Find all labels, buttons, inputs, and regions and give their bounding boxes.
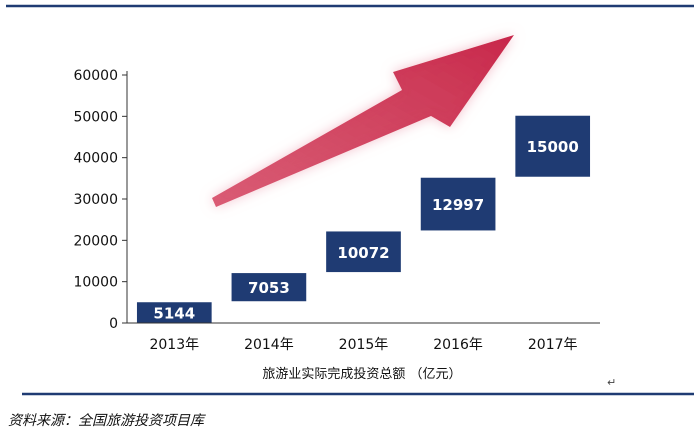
x-tick-label: 2016年 [433,337,483,353]
y-axis: 0 10000 20000 30000 40000 50000 60000 [73,68,128,332]
x-tick-label: 2017年 [528,337,578,353]
bars: 5144 7053 10072 12997 15000 [135,114,592,324]
trend-arrow [212,35,514,207]
y-tick-label: 10000 [73,275,118,291]
bar-value-label: 5144 [153,304,195,322]
x-axis-title: 旅游业实际完成投资总额 （亿元） [262,366,461,382]
y-tick-label: 60000 [73,68,118,84]
bar-value-label: 12997 [432,196,484,214]
return-mark: ↵ [607,376,616,389]
bar [325,230,402,274]
trend-arrow-shape [212,35,514,207]
y-tick-label: 30000 [73,192,118,208]
bar [514,114,592,178]
y-tick-label: 50000 [73,109,118,125]
source-note: 资料来源：全国旅游投资项目库 [8,413,204,429]
bar [230,272,308,303]
bar-value-label: 7053 [248,279,290,297]
x-axis: 2013年 2014年 2015年 2016年 2017年 [127,322,600,353]
y-tick-label: 20000 [73,233,118,249]
x-tick-label: 2015年 [339,337,389,353]
x-tick-label: 2013年 [149,337,199,353]
x-tick-label: 2014年 [244,337,294,353]
bar-value-label: 15000 [527,138,579,156]
y-tick-label: 40000 [73,151,118,167]
y-tick-label: 0 [109,316,118,332]
bar [419,176,497,232]
bar-value-label: 10072 [337,244,389,262]
